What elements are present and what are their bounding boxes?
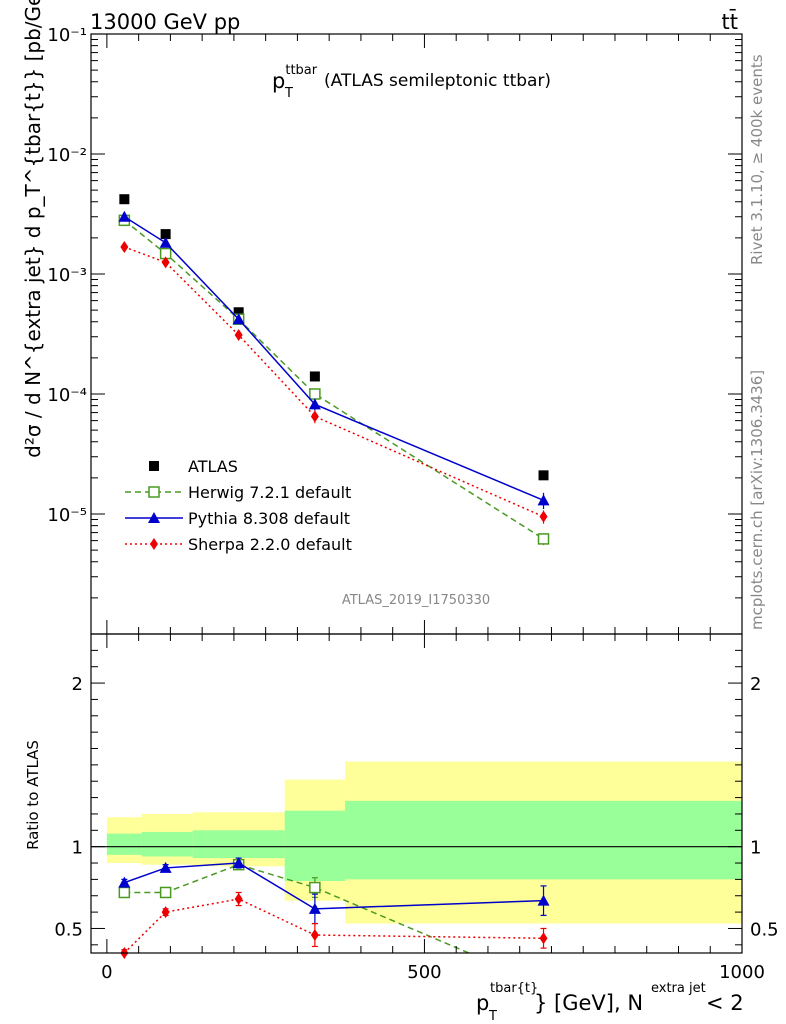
ratio-data-point [118,886,131,899]
main-y-tick-label: 10⁻³ [47,265,87,286]
inner-uncertainty-band [284,810,346,882]
ratio-frame [90,633,743,954]
plot-title-sup: ttbar [285,63,317,78]
rivet-label: Rivet 3.1.10, ≥ 400k events [748,54,766,265]
main-panel: 10⁻¹ 10⁻² 10⁻³ 10⁻⁴ 10⁻⁵ pttbar T (ATLAS sem… [21,0,743,635]
legend-marker [148,512,160,523]
legend-marker [150,538,158,550]
main-data-point [539,510,548,523]
plot-title-rest: (ATLAS semileptonic ttbar) [324,71,551,91]
main-data-point [537,533,550,545]
mcplots-label: mcplots.cern.ch [arXiv:1306.3436] [748,370,766,630]
main-series-layer [118,194,550,546]
main-y-tick-label: 10⁻¹ [47,25,87,46]
main-series-line [124,246,544,518]
x-axis-label-rest1: } [GeV], N [534,991,643,1015]
plot-title-main: p [272,69,285,93]
main-data-point [538,470,549,481]
legend-marker [149,461,159,471]
plot-title-sub: T [284,86,293,101]
ratio-data-point [159,886,172,899]
x-axis-label: p [476,991,489,1015]
ratio-data-point [539,932,548,945]
ratio-panel: 0.5 0.5 1 1 2 2 0 500 1000 Ratio to ATLAS p T t… [24,633,779,1024]
ratio-x-ticks: 0 500 1000 [101,634,765,983]
ratio-y-tick-label-right: 1 [750,838,761,859]
ratio-y-tick-label-left: 2 [72,674,83,695]
legend-label: Herwig 7.2.1 default [188,483,351,502]
ratio-data-point [118,876,131,888]
legend-marker [148,486,160,498]
plot-title: pttbar [272,63,318,93]
inner-uncertainty-band [345,800,742,880]
process-label: tt̄ [722,9,738,34]
main-data-point [119,194,130,205]
main-data-point [233,307,244,318]
main-data-point [309,388,321,400]
ratio-y-tick-label-right: 0.5 [750,919,779,940]
main-data-point [160,229,171,240]
main-data-point [161,256,170,269]
main-y-axis-label: d²σ / d N^{extra jet} d p_T^{tbar{t}} [p… [21,0,45,458]
main-y-tick-label: 10⁻² [47,145,87,166]
main-data-point [308,398,321,410]
ratio-y-axis-label: Ratio to ATLAS [24,740,42,850]
ratio-y-tick-label-right: 2 [750,674,761,695]
legend-label: Pythia 8.308 default [188,509,350,528]
ratio-y-ticks: 0.5 0.5 1 1 2 2 [54,649,779,946]
ratio-uncertainty-bands [106,761,742,924]
ratio-x-tick-label: 500 [407,962,441,983]
energy-label: 13000 GeV pp [90,10,240,34]
ratio-data-point [310,929,319,942]
ratio-series-layer [118,857,550,959]
ratio-data-point [309,881,321,894]
main-data-point [234,329,243,342]
x-axis-label-sup: tbar{t} [490,981,538,996]
legend: ATLAS Herwig 7.2.1 default Pythia 8.308 de… [125,457,352,554]
ratio-x-tick-label: 0 [101,962,112,983]
main-y-tick-label: 10⁻⁵ [47,505,87,526]
ratio-data-point [308,902,321,914]
inner-uncertainty-band [192,830,285,859]
ratio-data-point [159,861,172,873]
ratio-data-point [234,893,243,906]
main-y-ticks: 10⁻¹ 10⁻² 10⁻³ 10⁻⁴ 10⁻⁵ [47,25,742,635]
x-axis-label-sub: T [488,1009,497,1024]
x-axis-label-main: p [476,991,489,1015]
x-axis-label-sup2: extra jet [651,981,706,996]
main-data-point [537,494,550,506]
main-data-point [120,240,129,253]
legend-label: Sherpa 2.2.0 default [188,535,352,554]
ratio-x-tick-label: 1000 [719,962,765,983]
ratio-series-line [124,863,470,954]
main-y-tick-label: 10⁻⁴ [47,385,87,406]
main-data-point [118,210,131,222]
main-data-point [159,236,172,248]
ratio-data-point [537,894,550,906]
ratio-data-point [161,906,170,919]
inner-uncertainty-band [141,831,193,857]
main-x-ticks [106,34,743,634]
ratio-y-tick-label-left: 1 [72,838,83,859]
analysis-label: ATLAS_2019_I1750330 [342,593,490,608]
ratio-y-tick-label-left: 0.5 [54,919,83,940]
inner-uncertainty-band [106,833,142,855]
legend-label: ATLAS [188,457,238,476]
x-axis-label-rest2: < 2 [706,991,744,1015]
main-data-point [310,410,319,423]
main-data-point [232,313,245,325]
ratio-data-point [232,857,245,869]
main-data-point [309,371,320,382]
